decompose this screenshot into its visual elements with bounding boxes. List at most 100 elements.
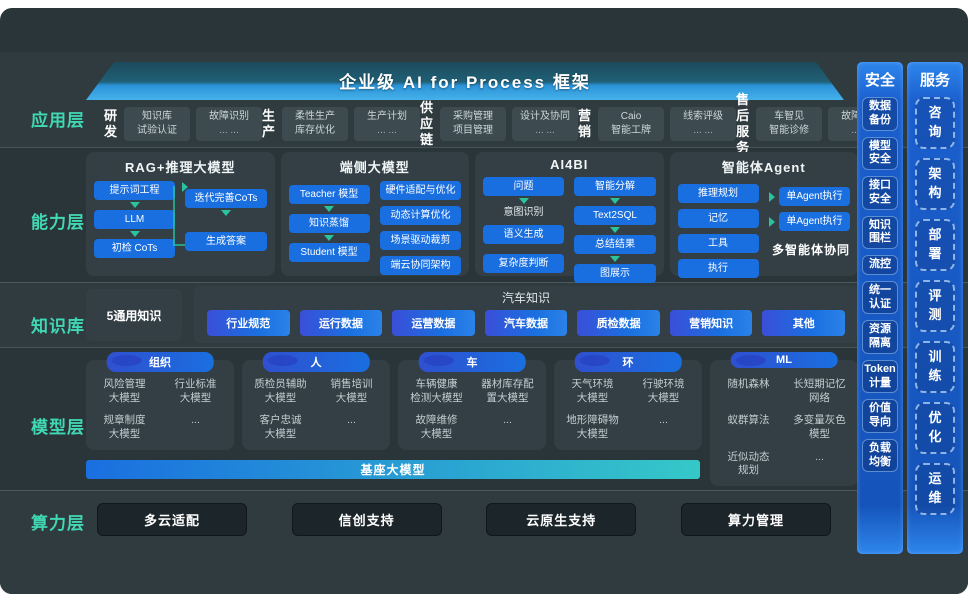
box-title: AI4BI bbox=[550, 157, 589, 172]
model-group-people: 人 质检员辅助 大模型 销售培训 大模型 客户忠诚 大模型 ... bbox=[242, 352, 390, 450]
pill-ellipse-icon bbox=[267, 355, 298, 366]
app-tag: 设计及协同 ... ... bbox=[512, 107, 579, 141]
base-model-bar: 基座大模型 bbox=[86, 460, 700, 479]
compute-item-management: 算力管理 bbox=[680, 503, 831, 536]
flow-node: 复杂度判断 bbox=[483, 254, 565, 273]
group-pill: ML bbox=[730, 352, 838, 368]
model-item: 质检员辅助 大模型 bbox=[254, 378, 307, 404]
pill-ellipse-icon bbox=[111, 355, 142, 366]
app-tag-line2: ... ... bbox=[219, 125, 239, 136]
app-tag-line2: ... ... bbox=[377, 125, 397, 136]
model-item: 地形障碍物 大模型 bbox=[566, 414, 619, 440]
security-item: 负载均衡 bbox=[862, 438, 898, 473]
model-item: 风险管理 大模型 bbox=[103, 378, 146, 404]
arrow-right-icon bbox=[768, 191, 775, 202]
app-tag-line2: ... ... bbox=[693, 125, 713, 136]
capability-row: RAG+推理大模型 提示词工程 LLM 初检 CoTs 迭代完善CoTs 生成答… bbox=[86, 152, 858, 283]
app-tag-line1: 故障识别 bbox=[209, 111, 250, 122]
flow-node: Text2SQL bbox=[574, 206, 656, 225]
app-group-production: 生产 柔性生产 库存优化 生产计划 ... ... bbox=[262, 102, 421, 146]
group-pill-label: ML bbox=[776, 354, 792, 366]
security-item: 统一认证 bbox=[862, 280, 898, 315]
box-title: RAG+推理大模型 bbox=[125, 160, 236, 175]
pill-ellipse-icon bbox=[735, 355, 766, 366]
arrow-down-icon bbox=[609, 256, 620, 262]
app-tag: 知识库 试验认证 bbox=[124, 107, 191, 141]
service-item: 部署 bbox=[915, 219, 955, 271]
app-tag-line1: 线索评级 bbox=[683, 111, 724, 122]
knowledge-tag: 其他 bbox=[762, 310, 846, 336]
rag-reasoning-box: RAG+推理大模型 提示词工程 LLM 初检 CoTs 迭代完善CoTs 生成答… bbox=[86, 152, 275, 276]
service-item: 训练 bbox=[915, 341, 955, 393]
model-row: 组织 风险管理 大模型 行业标准 大模型 规章制度 大模型 ... 人 质检员辅… bbox=[86, 352, 858, 486]
pill-ellipse-icon bbox=[579, 355, 610, 366]
app-tag-line2: 试验认证 bbox=[137, 125, 178, 136]
model-group-vehicle: 车 车辆健康 检测大模型 器材库存配 置大模型 故障维修 大模型 ... bbox=[398, 352, 546, 450]
flow-node: 端云协同架构 bbox=[379, 256, 461, 275]
ai4bi-box: AI4BI 问题 意图识别 语义生成 复杂度判断 智能分解 Text bbox=[475, 152, 664, 283]
app-group-label: 供应链 bbox=[420, 99, 434, 148]
service-item-label: 评测 bbox=[928, 288, 942, 322]
security-item: 接口安全 bbox=[862, 176, 898, 210]
arrow-down-icon bbox=[220, 210, 231, 216]
knowledge-tag: 汽车数据 bbox=[484, 310, 568, 336]
general-knowledge-box: 5通用知识 bbox=[86, 289, 182, 341]
flow-step-label: 意图识别 bbox=[503, 207, 544, 218]
service-item-label: 架构 bbox=[928, 166, 942, 200]
flow-node: 知识蒸馏 bbox=[288, 214, 370, 233]
flow-node: LLM bbox=[94, 210, 176, 229]
layer-label-compute: 算力层 bbox=[31, 514, 85, 533]
compute-row: 多云适配 信创支持 云原生支持 算力管理 bbox=[97, 503, 831, 536]
arrow-down-icon bbox=[518, 198, 529, 204]
app-tag-line2: ... ... bbox=[535, 125, 555, 136]
app-group-rd: 研发 知识库 试验认证 故障识别 ... ... bbox=[104, 102, 263, 146]
model-group-environment: 环 天气环境 大模型 行驶环境 大模型 地形障碍物 大模型 ... bbox=[554, 352, 702, 450]
security-item: 资源隔离 bbox=[862, 320, 898, 354]
flow-node: 工具 bbox=[677, 234, 759, 253]
flow-node: 智能分解 bbox=[574, 177, 656, 196]
flow-node: 生成答案 bbox=[185, 232, 267, 251]
auto-knowledge-box: 汽车知识 行业规范 运行数据 运营数据 汽车数据 质检数据 营销知识 其他 bbox=[194, 286, 858, 343]
model-item: 行业标准 大模型 bbox=[174, 378, 217, 404]
security-strip: 安全 数据备份 模型安全 接口安全 知识围栏 流控 统一认证 资源隔离 Toke… bbox=[857, 62, 903, 554]
multi-agent-label: 多智能体协同 bbox=[771, 243, 850, 257]
service-item-label: 咨询 bbox=[928, 105, 942, 139]
security-title: 安全 bbox=[864, 72, 895, 89]
model-item: 行驶环境 大模型 bbox=[642, 378, 685, 404]
app-tag-line1: 采购管理 bbox=[453, 111, 494, 122]
app-group-marketing: 营销 Caio 智能工牌 线索评级 ... ... bbox=[578, 102, 737, 146]
group-pill: 环 bbox=[574, 352, 682, 372]
app-tag-line1: 生产计划 bbox=[367, 111, 408, 122]
flow-node: 执行 bbox=[677, 259, 759, 278]
model-item: 天气环境 大模型 bbox=[571, 378, 614, 404]
auto-knowledge-title: 汽车知识 bbox=[501, 291, 550, 305]
app-tag: 车智见 智能诊修 bbox=[756, 107, 823, 141]
service-item-label: 部署 bbox=[928, 227, 942, 261]
arrow-down-icon bbox=[324, 206, 335, 212]
flow-node: 问题 bbox=[483, 177, 565, 196]
model-item-more: ... bbox=[191, 414, 200, 427]
group-pill-label: 组织 bbox=[148, 357, 171, 369]
flow-node: 语义生成 bbox=[483, 225, 565, 244]
app-group-label: 生产 bbox=[262, 107, 276, 139]
security-item: 模型安全 bbox=[862, 136, 898, 170]
security-item: 数据备份 bbox=[862, 97, 898, 131]
group-pill-label: 人 bbox=[310, 357, 322, 369]
security-item: Token计量 bbox=[862, 359, 898, 394]
app-tag-line1: 设计及协同 bbox=[520, 111, 571, 122]
model-group-ml: ML 随机森林 长短期记忆 网络 蚁群算法 多变量灰色 模型 近似动态 规划 .… bbox=[710, 352, 858, 486]
layer-label-capability: 能力层 bbox=[31, 213, 85, 232]
app-tags: Caio 智能工牌 线索评级 ... ... bbox=[598, 107, 737, 141]
app-group-supply-chain: 供应链 采购管理 项目管理 设计及协同 ... ... bbox=[420, 99, 579, 148]
flow-node: 提示词工程 bbox=[94, 181, 176, 200]
group-pill: 组织 bbox=[106, 352, 214, 372]
app-tag-line1: Caio bbox=[620, 111, 642, 122]
group-pill: 人 bbox=[262, 352, 370, 372]
app-tags: 柔性生产 库存优化 生产计划 ... ... bbox=[282, 107, 421, 141]
framework-banner: 企业级 AI for Process 框架 bbox=[86, 62, 844, 100]
service-item: 架构 bbox=[915, 158, 955, 210]
app-tag-line1: 车智见 bbox=[774, 111, 805, 122]
app-tag: 采购管理 项目管理 bbox=[440, 107, 507, 141]
layer-label-model: 模型层 bbox=[31, 418, 85, 437]
